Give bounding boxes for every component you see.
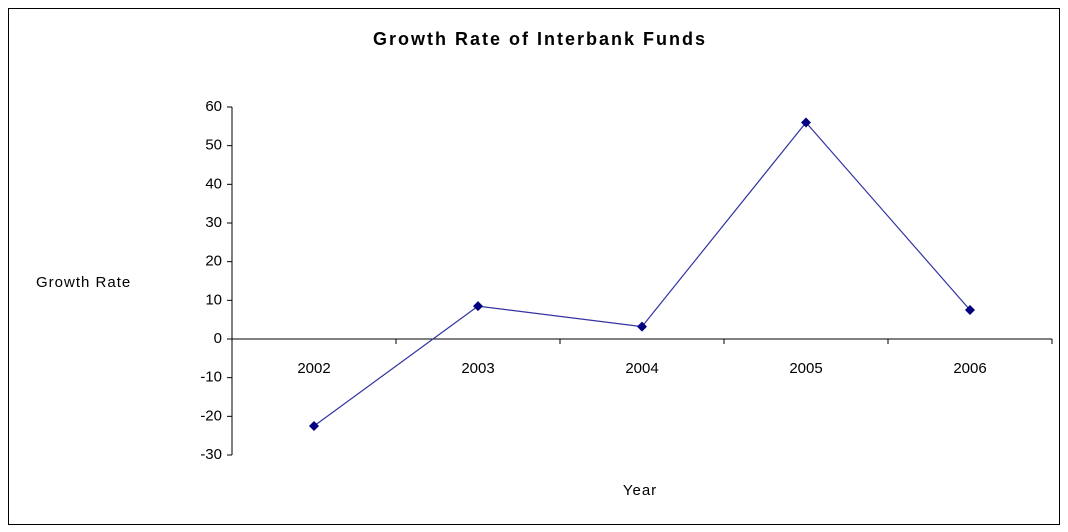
y-tick-label: 30 [205, 214, 222, 231]
x-tick-label: 2006 [953, 360, 986, 377]
chart-title: Growth Rate of Interbank Funds [373, 29, 707, 49]
x-tick-label: 2003 [461, 360, 494, 377]
y-tick-label: 20 [205, 253, 222, 270]
data-marker [965, 305, 975, 315]
chart-border [8, 8, 1060, 525]
x-axis-title: Year [623, 482, 657, 499]
y-tick-label: 50 [205, 137, 222, 154]
data-marker [801, 117, 811, 128]
y-tick-label: 40 [205, 175, 222, 192]
x-tick-label: 2005 [789, 360, 822, 377]
y-tick-label: 10 [205, 291, 222, 308]
y-tick-label: -20 [200, 407, 222, 424]
data-marker [473, 301, 483, 312]
data-marker [309, 421, 319, 431]
y-tick-label: -30 [200, 446, 222, 463]
x-tick-label: 2002 [297, 360, 330, 377]
y-tick-label: 0 [214, 330, 222, 347]
y-axis-title: Growth Rate [36, 274, 131, 291]
y-tick-label: 60 [205, 98, 222, 115]
data-marker [637, 321, 647, 332]
y-tick-label: -10 [200, 369, 222, 386]
x-tick-label: 2004 [625, 360, 658, 377]
